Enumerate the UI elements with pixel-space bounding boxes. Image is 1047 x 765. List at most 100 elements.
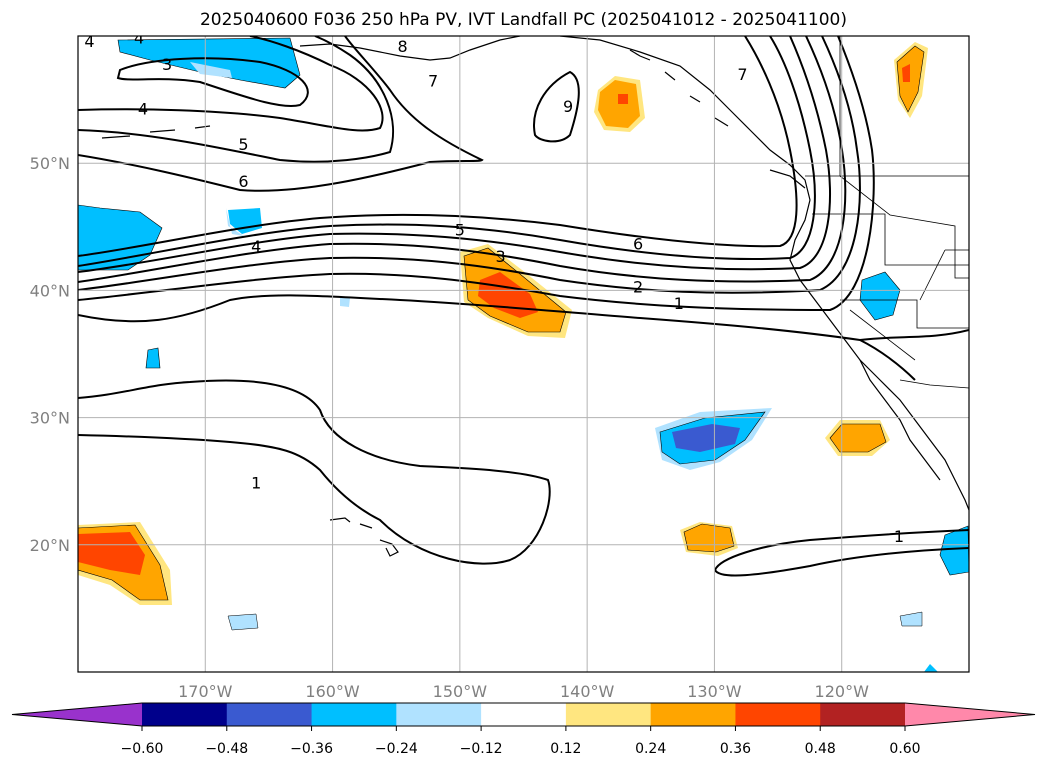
contour-3-ridge	[78, 36, 861, 294]
colorbar-tick-label-4: −0.12	[460, 741, 503, 757]
contour-label-4: 7	[428, 72, 438, 91]
pos-region-canada	[896, 45, 925, 113]
colorbar-segment-0	[142, 703, 228, 726]
border-mexico	[919, 249, 969, 301]
contour-5	[78, 36, 395, 163]
neg-region-dot2	[145, 347, 161, 369]
colorbar-segment-6	[650, 703, 736, 726]
contour-label-1: 4	[134, 28, 144, 47]
colorbar-tick-label-6: 0.24	[635, 741, 666, 757]
contour-label-13: 6	[633, 234, 643, 253]
lon-tick-label-3: 140°W	[560, 682, 615, 701]
contour-6-ridge	[78, 36, 816, 267]
colorbar-tick-label-8: 0.48	[805, 741, 836, 757]
lat-tick-label-2: 30°N	[30, 409, 70, 428]
colorbar-segment-3	[396, 703, 482, 726]
colorbar-segment-2	[311, 703, 397, 726]
plot-frame	[77, 35, 970, 673]
colorbar-tick-label-9: 0.60	[889, 741, 920, 757]
neg-region-cent-core	[672, 424, 740, 452]
neg-region-se	[939, 525, 969, 576]
border-canada-lower	[839, 175, 969, 279]
colorbar-segment-5	[565, 703, 652, 726]
contour-label-3: 8	[397, 37, 407, 56]
contour-3	[116, 57, 309, 107]
coastlines	[101, 36, 969, 557]
colorbar-tick-label-1: −0.48	[205, 741, 248, 757]
neg-region-nw	[117, 37, 301, 89]
colorbar-extend-right	[905, 703, 1035, 726]
axis-labels: 170°W 160°W 150°W 140°W 130°W 120°W 50°N 40°N 30…	[30, 154, 869, 701]
contour-1-ridge	[78, 294, 969, 342]
contour-label-17: 1	[894, 527, 904, 546]
borders	[805, 36, 969, 389]
pos-region-canada-core	[902, 64, 910, 82]
lon-tick-label-5: 120°W	[815, 682, 870, 701]
gridlines	[78, 36, 969, 672]
contour-1-east-close	[714, 547, 969, 577]
map-title: 2025040600 F036 250 hPa PV, IVT Landfall…	[199, 10, 847, 30]
negative-shading	[78, 37, 969, 672]
contour-1-coast	[859, 339, 916, 381]
pv-contours	[78, 36, 969, 577]
pos-region-gulf-core	[618, 94, 628, 104]
coast-aleutians	[101, 125, 211, 139]
positive-shading	[78, 42, 928, 605]
contour-1-east	[714, 529, 969, 571]
colorbar-tick-label-5: 0.12	[550, 741, 581, 757]
lon-tick-label-2: 150°W	[433, 682, 488, 701]
contour-6	[78, 36, 484, 192]
colorbar-tick-label-3: −0.24	[375, 741, 418, 757]
colorbar-segment-1	[226, 703, 313, 726]
colorbar: −0.60 −0.48 −0.36 −0.24 −0.12 0.12 0.24 0.36 0.4…	[11, 702, 1036, 757]
plot-area	[78, 36, 969, 672]
contour-7-ridge	[78, 36, 798, 257]
neg-region-nw-light	[190, 62, 232, 78]
neg-region-corner	[924, 664, 938, 672]
lon-tick-label-4: 130°W	[687, 682, 742, 701]
coast-vancouver	[769, 169, 806, 189]
contour-label-16: 1	[251, 473, 261, 492]
neg-region-south2	[899, 611, 923, 627]
contour-label-0: 4	[84, 32, 94, 51]
contour-label-12: 3	[495, 247, 505, 266]
colorbar-segment-8	[820, 703, 906, 726]
lon-tick-label-0: 170°W	[178, 682, 233, 701]
coast-se-alaska-islands	[629, 49, 729, 127]
lat-tick-label-3: 20°N	[30, 536, 70, 555]
contour-label-10: 4	[251, 237, 261, 256]
colorbar-extend-left	[12, 703, 142, 726]
contour-5-ridge	[78, 36, 831, 273]
contour-label-11: 5	[455, 220, 465, 239]
coast-hawaii	[329, 517, 399, 557]
contour-label-9: 6	[238, 172, 248, 191]
lat-tick-label-0: 50°N	[30, 154, 70, 173]
colorbar-segment-4	[481, 703, 567, 726]
lon-tick-label-1: 160°W	[305, 682, 360, 701]
colorbar-tick-label-0: −0.60	[121, 741, 164, 757]
pos-region-sw-core	[78, 532, 145, 575]
contour-9	[533, 70, 580, 143]
coast-baja	[859, 359, 941, 481]
contour-2-ridge	[78, 36, 875, 312]
coast-alaska-gulf	[559, 36, 811, 201]
coast-alaska-peninsula	[299, 36, 521, 61]
colorbar-tick-label-7: 0.36	[720, 741, 751, 757]
border-states	[812, 213, 969, 361]
contour-label-7: 4	[138, 100, 148, 119]
contour-label-2: 3	[162, 55, 172, 74]
contour-label-15: 1	[674, 294, 684, 313]
neg-region-dot1	[340, 298, 350, 307]
contour-4	[78, 36, 384, 132]
contour-label-5: 7	[737, 65, 747, 84]
lat-tick-label-1: 40°N	[30, 281, 70, 300]
neg-region-south1	[227, 613, 259, 631]
contour-label-8: 5	[238, 135, 248, 154]
contour-label-6: 9	[563, 97, 573, 116]
contour-1-south	[78, 379, 551, 565]
contour-label-14: 2	[633, 278, 643, 297]
colorbar-segment-7	[735, 703, 821, 726]
